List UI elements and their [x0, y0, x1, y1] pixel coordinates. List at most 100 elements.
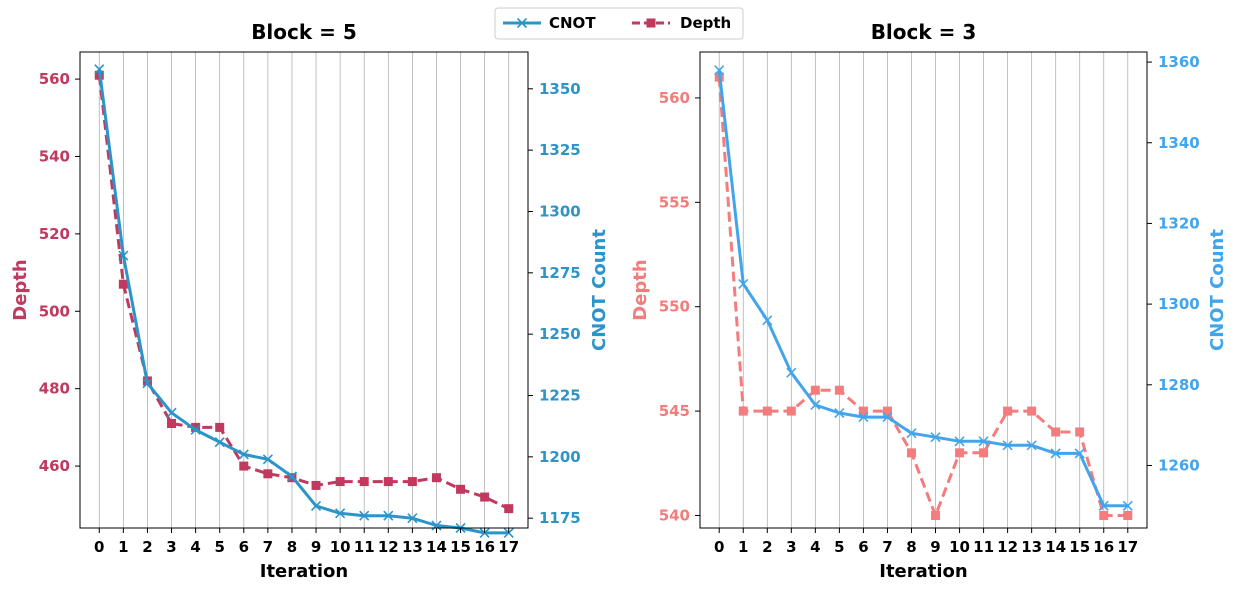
x-tick-label: 2 [762, 538, 772, 556]
depth-point [1099, 510, 1109, 520]
cnot-point [214, 437, 225, 448]
x-tick-label: 1 [118, 538, 128, 556]
y-left-tick-label: 520 [39, 225, 70, 243]
x-tick-label: 8 [287, 538, 297, 556]
depth-point [167, 419, 177, 429]
x-tick-label: 15 [450, 538, 471, 556]
depth-point [1003, 406, 1013, 416]
x-tick-label: 3 [786, 538, 796, 556]
cnot-point [142, 378, 153, 389]
depth-point [335, 477, 345, 487]
chart-panel-1: 0 1 2 3 4 5 6 7 8 9 10 11 12 13 14 15 16 1746048050052054… [10, 20, 610, 582]
cnot-point [930, 432, 941, 443]
chart-panel-2: 0 1 2 3 4 5 6 7 8 9 10 11 12 13 14 15 16 1754054555055556… [630, 20, 1228, 582]
cnot-point [359, 510, 370, 521]
depth-point [858, 406, 868, 416]
cnot-point [762, 315, 773, 326]
cnot-point [786, 367, 797, 378]
legend-box [494, 7, 744, 40]
x-tick-label: 4 [190, 538, 200, 556]
depth-point [456, 484, 466, 494]
x-tick-label: 4 [810, 538, 820, 556]
x-tick-label: 0 [714, 538, 724, 556]
depth-point [810, 385, 820, 395]
x-tick-label: 14 [426, 538, 447, 556]
x-tick-label: 15 [1069, 538, 1090, 556]
depth-point [383, 477, 393, 487]
depth-point [359, 477, 369, 487]
y-left-tick-label: 500 [39, 302, 70, 320]
y-right-tick-label: 1175 [539, 509, 581, 527]
cnot-point [118, 250, 129, 261]
cnot-point [1098, 500, 1109, 511]
cnot-point [286, 471, 298, 482]
legend-label-depth: Depth [680, 14, 731, 32]
x-axis-label: Iteration [260, 561, 349, 582]
y-right-tick-label: 1275 [539, 264, 581, 282]
cnot-point [738, 278, 749, 290]
cnot-point [1074, 448, 1085, 459]
depth-point [431, 473, 441, 483]
series-line-cnot [717, 70, 1128, 508]
cnot-point [882, 412, 893, 423]
y-left-tick-label: 555 [659, 193, 690, 211]
y-right-axis-label: CNOT Count [589, 229, 610, 351]
cnot-point [834, 407, 845, 419]
y-right-axis-label: CNOT Count [1207, 229, 1228, 351]
x-tick-label: 10 [949, 538, 970, 556]
y-right-tick-label: 1300 [1158, 295, 1200, 313]
x-tick-label: 10 [330, 538, 351, 556]
x-tick-label: 6 [858, 538, 868, 556]
depth-point [504, 504, 514, 514]
depth-point [239, 461, 249, 471]
x-tick-label: 14 [1045, 538, 1066, 556]
depth-point [786, 406, 796, 416]
cnot-point [1122, 500, 1133, 511]
cnot-point [1050, 448, 1061, 459]
x-tick-label: 5 [214, 538, 224, 556]
y-right-tick-label: 1260 [1158, 456, 1200, 474]
y-right-tick-label: 1250 [539, 325, 581, 343]
y-left-tick-label: 545 [659, 402, 690, 420]
y-right-tick-label: 1350 [539, 80, 581, 98]
depth-point [407, 477, 417, 487]
series-line-cnot [97, 69, 509, 535]
depth-point [215, 422, 225, 432]
cnot-point [238, 449, 249, 460]
depth-point [1051, 427, 1061, 437]
x-tick-label: 3 [166, 538, 176, 556]
x-tick-label: 7 [263, 538, 273, 556]
y-left-tick-label: 550 [659, 298, 690, 316]
chart-title: Block = 5 [251, 20, 357, 44]
cnot-point [954, 436, 965, 447]
cnot-point [407, 513, 418, 524]
depth-point [1075, 427, 1085, 437]
cnot-point [335, 508, 346, 519]
x-tick-label: 11 [354, 538, 375, 556]
depth-point [311, 480, 321, 490]
x-tick-label: 6 [239, 538, 249, 556]
depth-point [955, 448, 965, 458]
cnot-point [310, 500, 322, 511]
depth-point [834, 385, 844, 395]
cnot-point [431, 520, 442, 531]
x-tick-label: 2 [142, 538, 152, 556]
y-right-tick-label: 1325 [539, 141, 581, 159]
plot-frame [79, 51, 529, 529]
cnot-point [1026, 440, 1037, 451]
x-tick-label: 12 [997, 538, 1018, 556]
cnot-point [262, 454, 273, 465]
x-tick-label: 1 [738, 538, 748, 556]
x-tick-label: 13 [402, 538, 423, 556]
depth-point [191, 422, 201, 432]
depth-point [1027, 406, 1037, 416]
y-left-tick-label: 560 [39, 70, 70, 88]
x-tick-label: 16 [1093, 538, 1114, 556]
y-right-tick-label: 1225 [539, 387, 581, 405]
y-left-axis-label: Depth [10, 259, 31, 320]
cnot-point [383, 510, 394, 521]
depth-point [931, 510, 941, 520]
x-tick-label: 13 [1021, 538, 1042, 556]
depth-point [1123, 510, 1133, 520]
